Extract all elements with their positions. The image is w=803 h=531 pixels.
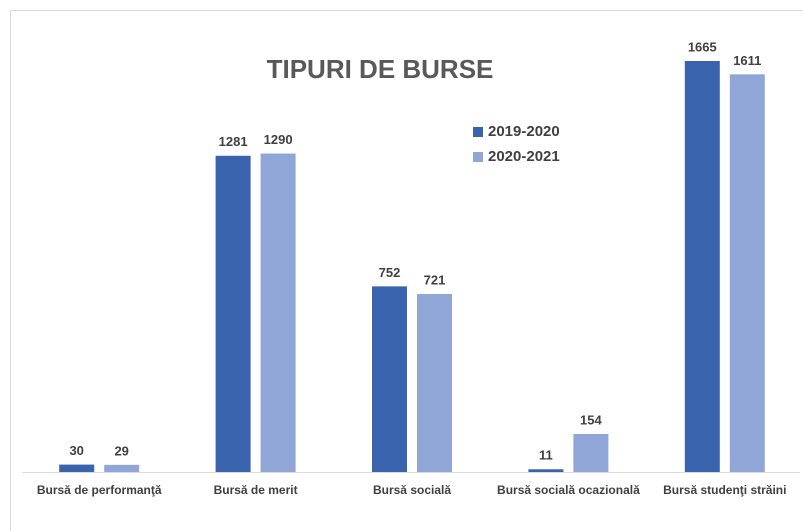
bar bbox=[528, 469, 564, 472]
bar bbox=[260, 153, 296, 472]
bar bbox=[59, 464, 95, 472]
data-label: 721 bbox=[424, 272, 446, 287]
x-tick-label: Bursă de performanţă bbox=[37, 483, 162, 497]
bar bbox=[573, 433, 609, 472]
legend-swatch bbox=[473, 127, 483, 137]
data-label: 29 bbox=[114, 443, 128, 458]
bar bbox=[417, 294, 452, 472]
data-label: 1665 bbox=[688, 39, 717, 54]
data-label: 1290 bbox=[264, 132, 293, 147]
data-label: 752 bbox=[379, 265, 401, 280]
data-label: 11 bbox=[539, 448, 553, 463]
data-label: 30 bbox=[69, 443, 83, 458]
bar bbox=[104, 464, 140, 472]
bar bbox=[729, 74, 765, 473]
legend-swatch bbox=[473, 152, 483, 162]
data-label: 1611 bbox=[733, 53, 761, 68]
bar bbox=[372, 286, 407, 472]
data-label: 1281 bbox=[219, 134, 248, 149]
bar bbox=[684, 61, 720, 472]
legend-label: 2019-2020 bbox=[488, 123, 560, 140]
legend-label: 2020-2021 bbox=[488, 148, 560, 165]
data-label: 154 bbox=[580, 412, 602, 427]
x-tick-label: Bursă de merit bbox=[214, 483, 298, 497]
x-tick-label: Bursă socială ocazională bbox=[497, 483, 640, 497]
x-tick-label: Bursă socială bbox=[373, 483, 451, 497]
x-tick-label: Bursă studenţi străini bbox=[663, 483, 786, 497]
chart-title: TIPURI DE BURSE bbox=[267, 54, 494, 84]
bar bbox=[215, 155, 251, 472]
